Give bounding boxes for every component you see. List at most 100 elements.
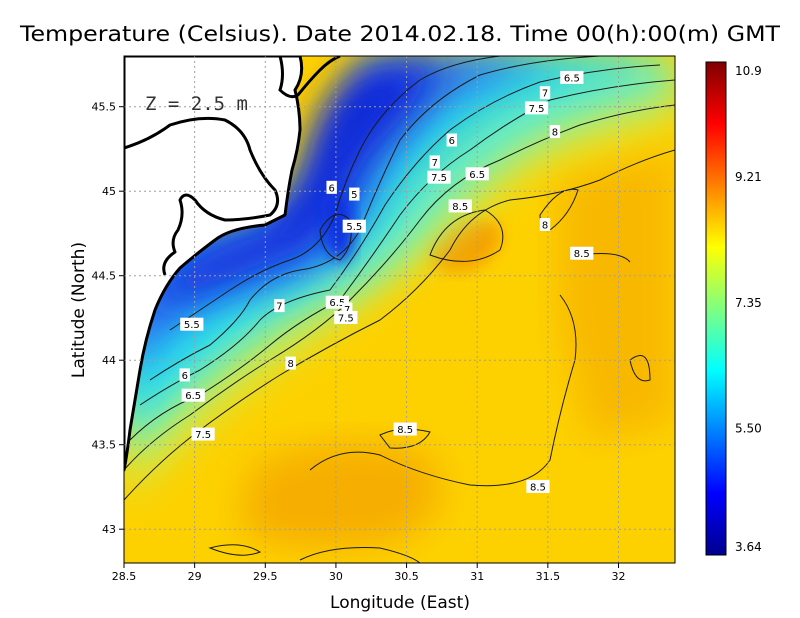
contour-label-bg (334, 310, 358, 324)
contour-label: 6.5 (181, 388, 205, 402)
contour-label: 7 (342, 302, 353, 316)
contour-label-bg (342, 219, 366, 233)
contour-label-text: 8.5 (452, 202, 468, 213)
contour-label-text: 8.5 (574, 249, 590, 260)
contour-label-text: 7.5 (195, 430, 211, 441)
colorbar-gradient (705, 61, 727, 556)
contour-label-bg (349, 187, 360, 201)
contour-label-text: 7 (344, 305, 350, 316)
contour-line (129, 79, 675, 441)
contour-label-text: 5.5 (346, 222, 362, 233)
contour-label-text: 8.5 (530, 482, 546, 493)
y-tick-label: 44 (102, 354, 116, 367)
contour-label-bg (429, 155, 441, 169)
contour-label: 5 (349, 187, 360, 201)
contour-line (124, 104, 675, 471)
contour-label-text: 7.5 (338, 313, 354, 324)
contour-label-text: 6.5 (469, 170, 485, 181)
x-tick-label: 30 (329, 570, 343, 583)
mild-field (124, 80, 675, 500)
contour-label-text: 6 (328, 183, 334, 194)
land-mass (124, 56, 304, 472)
map-gridlines (124, 56, 675, 563)
cool-field (124, 56, 675, 460)
contour-label: 6.5 (560, 70, 584, 84)
contour-label: 8.5 (448, 199, 472, 213)
contour-label-bg (191, 427, 215, 441)
contour-label-text: 6 (449, 136, 455, 147)
contour-label: 7 (539, 86, 551, 100)
contour-label: 7 (429, 155, 441, 169)
contour-label: 8.5 (393, 422, 417, 436)
contour-label-text: 7 (276, 302, 282, 313)
x-axis: 28.5 29 29.5 30 30.5 31 31.5 32 (112, 563, 625, 583)
contour-label: 7.5 (427, 170, 451, 184)
colorbar-tick-label: 9.21 (735, 170, 762, 184)
contour-label-bg (181, 388, 205, 402)
contour-label-text: 8 (288, 359, 294, 370)
contour-label: 5.5 (180, 317, 204, 331)
y-tick-label: 45.5 (92, 101, 117, 114)
contour-label-text: 5.5 (184, 320, 200, 331)
x-axis-label: Longitude (East) (330, 593, 470, 613)
contour-label-text: 6.5 (564, 73, 580, 84)
y-tick-label: 43 (102, 523, 116, 536)
contour-label-bg (427, 170, 451, 184)
contour-label-bg (465, 167, 489, 181)
contour-label-bg (560, 70, 584, 84)
contour-label-bg (285, 356, 296, 370)
x-tick-label: 28.5 (112, 570, 137, 583)
y-axis-label: Latitude (North) (69, 242, 89, 378)
contour-label-bg (524, 101, 549, 115)
contour-line (379, 428, 431, 449)
contour-label-text: 7.5 (431, 173, 447, 184)
y-axis: 43 43.5 44 44.5 45 45.5 (92, 101, 124, 536)
contour-label-text: 8.5 (397, 425, 413, 436)
contour-label-bg (448, 199, 472, 213)
contour-label-text: 8 (552, 128, 558, 139)
contour-label: 5.5 (342, 219, 366, 233)
contour-label-text: 6 (182, 371, 188, 382)
contour-label-bg (549, 125, 561, 139)
contour-label-bg (446, 133, 457, 147)
coastline-detail (124, 116, 280, 276)
contour-label-text: 6.5 (185, 391, 201, 402)
x-tick-label: 31.5 (536, 570, 561, 583)
contour-label-bg (326, 180, 337, 194)
land (124, 56, 341, 472)
contour-label-bg (179, 368, 190, 382)
y-tick-label: 44.5 (92, 270, 117, 283)
contour-line (139, 64, 661, 406)
contour-label: 8 (549, 125, 561, 139)
contour-label-bg (274, 299, 285, 313)
contour-label: 8 (539, 218, 551, 232)
coastline-detail (278, 56, 341, 99)
contour-label-text: 8 (542, 221, 548, 232)
contour-label: 6 (326, 180, 337, 194)
contour-label-text: 7.5 (529, 104, 545, 115)
warm-field (560, 150, 675, 440)
temperature-field (124, 56, 675, 548)
contour-label: 8.5 (570, 246, 594, 260)
contour-label-text: 6.5 (329, 298, 345, 309)
contour-label: 6 (179, 368, 190, 382)
contour-label: 8 (285, 356, 296, 370)
contour-label: 7.5 (334, 310, 358, 324)
contour-label: 6 (446, 133, 457, 147)
colorbar-tick-label: 7.35 (735, 296, 762, 310)
contour-label-bg (180, 317, 204, 331)
contour-label: 7.5 (524, 101, 549, 115)
contour-line (149, 56, 601, 381)
colorbar-tick-label: 10.9 (735, 64, 762, 78)
contour-label: 7.5 (191, 427, 215, 441)
x-tick-label: 31 (470, 570, 484, 583)
colorbar-tick-label: 3.64 (735, 540, 762, 554)
coldest-field (150, 60, 440, 300)
y-tick-label: 43.5 (92, 439, 117, 452)
warm-field (240, 443, 441, 548)
contour-label-bg (539, 218, 551, 231)
depth-label: Z = 2.5 m (145, 93, 248, 115)
x-tick-label: 30.5 (394, 570, 419, 583)
